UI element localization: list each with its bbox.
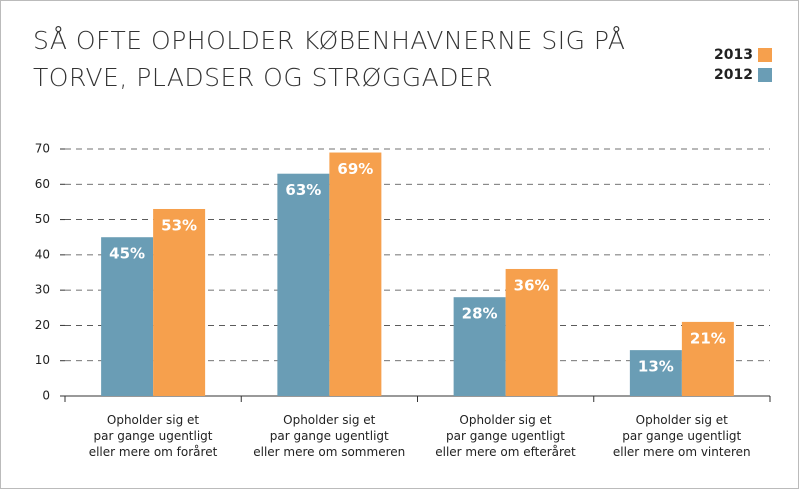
- y-tick-label: 60: [35, 177, 50, 191]
- bar: [453, 297, 506, 396]
- value-label: 69%: [337, 160, 373, 178]
- x-tick-label: Opholder sig et par gange ugentligt elle…: [435, 413, 576, 459]
- y-tick-label: 0: [42, 389, 50, 403]
- bar: [329, 152, 382, 396]
- y-tick-label: 70: [35, 142, 50, 156]
- value-label: 36%: [514, 276, 550, 294]
- value-label: 63%: [285, 181, 321, 199]
- bar: [277, 173, 330, 396]
- value-label: 45%: [109, 245, 145, 263]
- bar: [153, 208, 206, 396]
- x-tick-label: Opholder sig et par gange ugentligt elle…: [88, 413, 218, 459]
- x-tick-label: Opholder sig et par gange ugentligt elle…: [612, 413, 751, 459]
- bar: [505, 268, 558, 396]
- value-label: 53%: [161, 216, 197, 234]
- y-tick-label: 40: [35, 247, 50, 261]
- y-tick-label: 20: [35, 318, 50, 332]
- legend-swatch: [758, 48, 772, 62]
- bar: [681, 321, 734, 396]
- legend-label: 2013: [714, 47, 753, 63]
- value-label: 13%: [638, 358, 674, 376]
- y-tick-label: 50: [35, 212, 50, 226]
- y-tick-label: 30: [35, 283, 50, 297]
- bar: [629, 350, 682, 396]
- value-label: 21%: [690, 329, 726, 347]
- legend-label: 2012: [714, 67, 753, 83]
- y-tick-label: 10: [35, 353, 50, 367]
- x-tick-label: Opholder sig et par gange ugentligt elle…: [253, 413, 406, 459]
- chart-title: SÅ OFTE OPHOLDER KØBENHAVNERNE SIG PÅ TO…: [33, 26, 626, 92]
- value-label: 28%: [462, 305, 498, 323]
- legend-swatch: [758, 68, 772, 82]
- bar: [101, 237, 154, 396]
